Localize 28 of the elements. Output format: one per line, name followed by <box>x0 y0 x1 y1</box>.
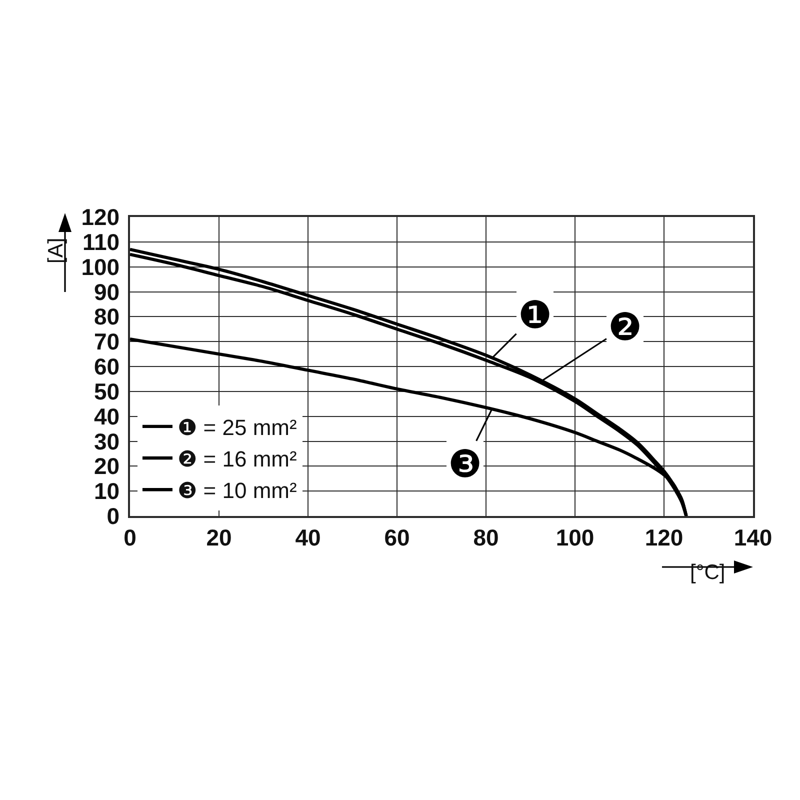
legend-label: ❸ = 10 mm² <box>177 478 297 504</box>
x-tick-label: 0 <box>124 524 136 550</box>
y-tick-label: 90 <box>94 278 120 305</box>
annotation: ❷ <box>608 305 642 349</box>
legend-label: ❷ = 16 mm² <box>177 446 297 472</box>
y-tick-label: 30 <box>94 428 120 454</box>
y-tick-label: 60 <box>94 354 120 380</box>
x-tick-label: 40 <box>295 524 321 550</box>
x-tick-label: 60 <box>384 524 410 550</box>
x-axis-title: [°C] <box>690 561 726 584</box>
legend-label: ❶ = 25 mm² <box>177 415 297 440</box>
x-tick-label: 120 <box>644 524 684 550</box>
y-tick-label: 40 <box>94 403 120 430</box>
y-tick-label: 0 <box>106 503 120 530</box>
annotation: ❸ <box>448 442 482 486</box>
y-tick-label: 80 <box>94 304 120 330</box>
y-tick-label: 110 <box>82 228 120 255</box>
y-tick-label: 10 <box>94 478 120 504</box>
y-tick-label: 50 <box>94 378 120 404</box>
x-tick-label: 20 <box>206 524 232 550</box>
y-tick-label: 120 <box>81 204 120 230</box>
x-tick-label: 100 <box>556 524 594 550</box>
x-tick-label: 140 <box>734 524 772 550</box>
y-tick-label: 20 <box>94 453 120 480</box>
x-tick-label: 80 <box>473 524 499 550</box>
y-tick-label: 100 <box>81 254 120 280</box>
y-tick-label: 70 <box>94 328 120 355</box>
y-axis-title: [A] <box>44 238 68 264</box>
